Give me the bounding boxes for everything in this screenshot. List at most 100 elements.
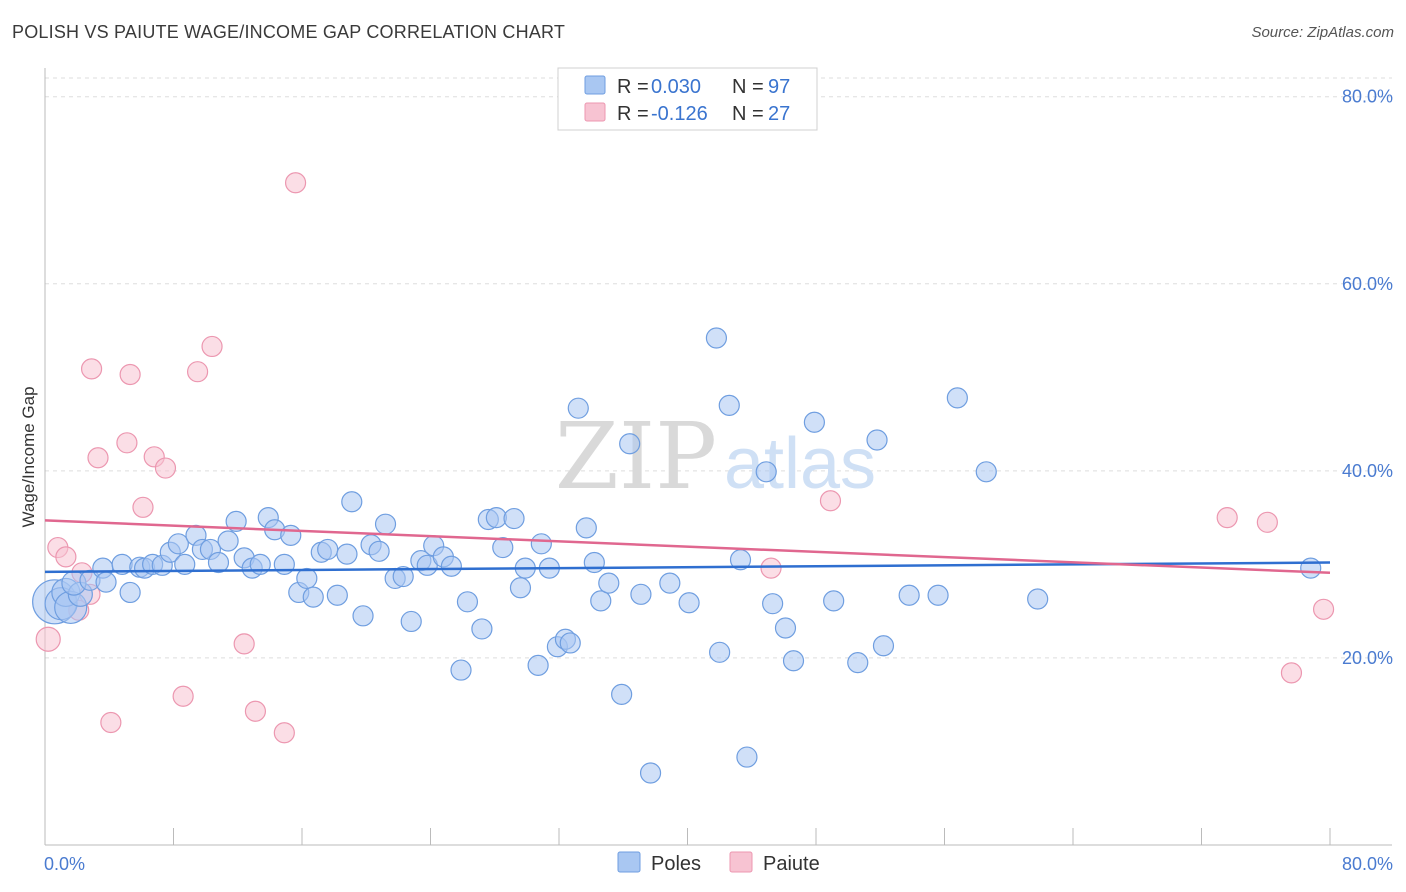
paiute-point	[100, 711, 122, 734]
poles-point	[559, 632, 581, 654]
axis-layer	[44, 68, 1392, 846]
poles-point	[352, 605, 374, 627]
poles-point	[598, 572, 620, 594]
poles-point	[774, 617, 797, 639]
poles-point	[530, 533, 552, 555]
poles-point	[341, 491, 363, 513]
x-tick-label: 80.0%	[1342, 854, 1393, 874]
poles-point	[823, 590, 845, 612]
paiute-point	[760, 557, 782, 579]
paiute-point	[119, 363, 141, 386]
tick-labels: 20.0% 40.0% 60.0% 80.0% 0.0% 80.0%	[44, 87, 1393, 874]
paiute-point	[55, 546, 77, 568]
paiute-point	[284, 172, 307, 194]
poles-point	[659, 572, 681, 594]
paiute-point	[1280, 662, 1303, 684]
poles-point	[736, 746, 758, 768]
poles-point	[95, 571, 117, 593]
paiute-point	[35, 626, 61, 652]
poles-point	[847, 652, 869, 674]
paiute-point	[1216, 507, 1238, 529]
legend-n-value-paiute: 27	[768, 103, 790, 125]
paiute-point	[132, 496, 154, 518]
poles-point	[207, 551, 230, 574]
y-tick-label: 40.0%	[1342, 461, 1393, 481]
poles-point	[485, 507, 507, 529]
legend-r-label-poles: R =	[617, 76, 649, 98]
paiute-point	[273, 722, 295, 744]
paiute-point	[80, 358, 103, 380]
y-tick-label: 80.0%	[1342, 87, 1393, 107]
poles-point	[678, 592, 700, 614]
poles-point	[119, 581, 141, 604]
paiute-point	[1256, 511, 1278, 533]
paiute-point	[87, 447, 109, 469]
paiute-point	[116, 432, 138, 454]
x-tick-label: 0.0%	[44, 854, 85, 874]
legend-swatch-poles	[584, 75, 606, 95]
bottom-legend-label-poles: Poles	[651, 853, 701, 875]
poles-point	[440, 555, 462, 577]
poles-point	[639, 762, 662, 784]
y-tick-label: 20.0%	[1342, 648, 1393, 668]
poles-point	[296, 567, 318, 590]
legend-swatch-paiute	[584, 102, 606, 122]
paiute-point	[1312, 598, 1335, 620]
poles-points	[32, 327, 1322, 784]
legend-n-label-poles: N =	[732, 76, 764, 98]
poles-point	[509, 577, 532, 599]
poles-point	[567, 397, 589, 419]
poles-point	[611, 683, 633, 706]
poles-point	[927, 584, 949, 606]
poles-point	[946, 387, 968, 409]
poles-point	[225, 510, 247, 532]
paiute-trend-line	[44, 519, 1331, 575]
poles-point	[302, 586, 324, 608]
poles-point	[866, 429, 888, 451]
poles-point	[217, 530, 239, 552]
poles-point	[368, 540, 390, 562]
bottom-legend-swatch-paiute	[729, 851, 753, 873]
poles-point	[374, 513, 397, 535]
y-axis-title: Wage/Income Gap	[19, 386, 38, 527]
legend-n-value-poles: 97	[768, 76, 790, 98]
poles-point	[898, 584, 920, 606]
poles-point	[492, 536, 514, 559]
poles-point	[392, 565, 414, 588]
poles-point	[975, 461, 997, 483]
poles-point	[575, 517, 597, 539]
poles-point	[705, 327, 728, 349]
poles-point	[503, 507, 525, 530]
chart-source: Source: ZipAtlas.com	[1251, 24, 1394, 41]
poles-point	[583, 551, 605, 574]
poles-point	[174, 553, 196, 575]
trend-lines	[44, 519, 1331, 575]
poles-point	[280, 524, 302, 546]
poles-point	[450, 659, 472, 681]
bottom-legend-label-paiute: Paiute	[763, 853, 820, 875]
paiute-point	[154, 457, 177, 479]
poles-point	[762, 593, 784, 615]
poles-point	[590, 590, 612, 612]
poles-point	[400, 610, 422, 633]
y-tick-label: 60.0%	[1342, 274, 1393, 294]
chart-title: POLISH VS PAIUTE WAGE/INCOME GAP CORRELA…	[12, 22, 566, 42]
poles-point	[456, 591, 479, 613]
poles-point	[471, 618, 493, 640]
paiute-point	[233, 633, 255, 655]
series-legend: Poles Paiute	[617, 851, 820, 875]
paiute-point	[201, 335, 223, 358]
paiute-point	[819, 490, 842, 512]
poles-point	[1300, 557, 1322, 579]
legend-n-label-paiute: N =	[732, 103, 764, 125]
legend-r-label-paiute: R =	[617, 103, 649, 125]
paiute-point	[172, 685, 194, 707]
poles-point	[317, 538, 339, 561]
poles-point	[872, 635, 895, 657]
poles-point	[527, 654, 549, 677]
poles-point	[718, 394, 740, 416]
poles-point	[782, 650, 805, 672]
legend-r-value-paiute: -0.126	[651, 103, 708, 125]
watermark-zip: ZIP	[555, 403, 717, 510]
